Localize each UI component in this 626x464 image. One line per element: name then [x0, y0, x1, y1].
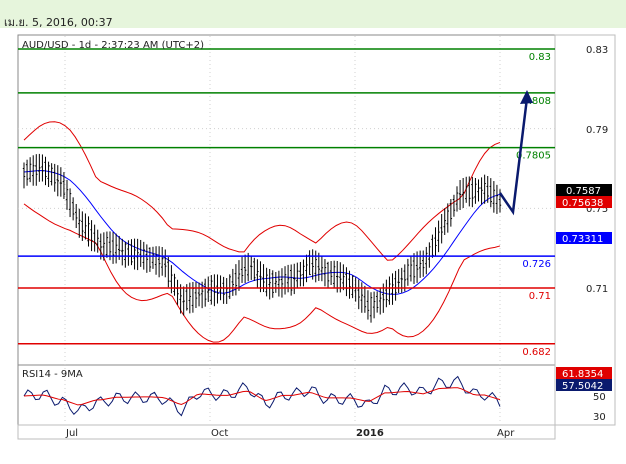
- level-label-5: 0.682: [522, 347, 551, 358]
- rsi-badge-ma: 61.8354: [556, 367, 612, 380]
- band-upper: [23, 121, 501, 261]
- svg-text:61.8354: 61.8354: [562, 369, 603, 380]
- price-tick-3: 0.71: [586, 284, 608, 295]
- price-axis-strip: [554, 34, 616, 426]
- x-label-jul: Jul: [65, 428, 78, 439]
- moving-average: [23, 169, 501, 295]
- arrow-head: [520, 90, 533, 104]
- candles: [22, 153, 502, 323]
- level-label-3: 0.726: [522, 259, 551, 270]
- rsi-line: [23, 375, 501, 417]
- level-label-0: 0.83: [529, 52, 551, 63]
- price-tick-2: 0.75: [586, 204, 608, 215]
- rsi-tick-50: 50: [593, 392, 606, 403]
- x-label-apr: Apr: [497, 428, 515, 439]
- timestamp-bar: เม.ย. 5, 2016, 00:37: [0, 0, 626, 29]
- rsi-badge-value: 57.5042: [556, 379, 612, 392]
- rsi-ma-line: [23, 387, 501, 406]
- level-label-1: 0.808: [522, 96, 551, 107]
- x-label-2016: 2016: [356, 428, 384, 439]
- forecast-arrow: [498, 90, 533, 216]
- chart-title: AUD/USD - 1d - 2:37:23 AM (UTC+2): [22, 40, 204, 51]
- rsi-lines: [23, 375, 501, 417]
- level-label-2: 0.7805: [516, 151, 551, 162]
- level-label-4: 0.71: [529, 291, 551, 302]
- horizontal-levels[interactable]: 0.83 0.808 0.7805 0.726 0.71 0.682: [18, 48, 555, 358]
- price-tick-1: 0.79: [586, 125, 608, 136]
- arrow-path: [498, 97, 529, 216]
- price-badge-ma: 0.73311: [556, 232, 612, 245]
- price-badge-band: 0.75638: [556, 196, 612, 209]
- band-lower: [23, 203, 501, 343]
- svg-text:0.75638: 0.75638: [562, 198, 603, 209]
- time-axis-strip: [17, 424, 556, 440]
- indicator-title: RSI14 - 9MA: [22, 369, 83, 380]
- rsi-tick-30: 30: [593, 412, 606, 423]
- main-plot-frame: [17, 34, 556, 366]
- x-label-oct: Oct: [211, 428, 228, 439]
- svg-text:0.7587: 0.7587: [566, 186, 601, 197]
- svg-text:0.73311: 0.73311: [562, 234, 603, 245]
- price-badge-last: 0.7587: [556, 184, 612, 197]
- svg-text:57.5042: 57.5042: [562, 381, 603, 392]
- timestamp-text: เม.ย. 5, 2016, 00:37: [4, 16, 113, 29]
- price-tick-0: 0.83: [586, 45, 608, 56]
- bollinger-bands: [23, 121, 501, 343]
